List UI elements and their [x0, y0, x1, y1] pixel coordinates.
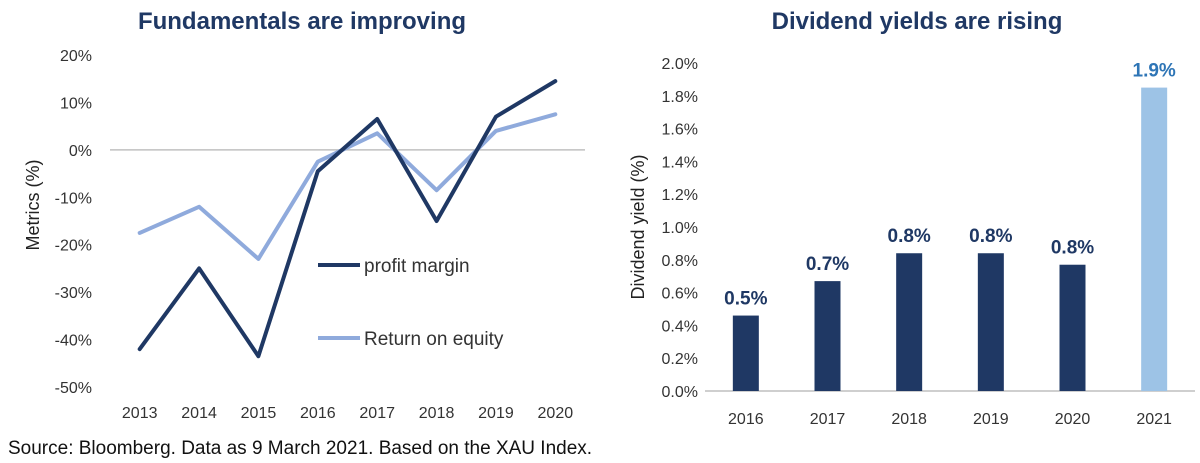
right-x-tick-label: 2017 — [810, 411, 846, 428]
right-y-tick-label: 1.8% — [662, 89, 698, 106]
dividend-yield-chart: Dividend yields are rising Dividend yiel… — [628, 8, 1195, 428]
left-x-tick-label: 2019 — [478, 405, 514, 422]
right-x-tick-label: 2019 — [973, 411, 1009, 428]
right-y-tick-label: 2.0% — [662, 56, 698, 73]
bar-2016 — [732, 315, 759, 391]
bar-data-label-2020: 0.8% — [1051, 238, 1094, 259]
left-y-tick-label: 10% — [60, 95, 92, 112]
left-y-tick-label: -40% — [55, 333, 92, 350]
left-chart-title: Fundamentals are improving — [138, 8, 466, 35]
series-line-profit-margin — [137, 79, 558, 359]
right-y-tick-label: 1.0% — [662, 220, 698, 237]
left-y-tick-label: -20% — [55, 238, 92, 255]
left-x-tick-label: 2018 — [419, 405, 455, 422]
bar-data-label-2018: 0.8% — [888, 226, 931, 247]
right-y-tick-label: 0.0% — [662, 384, 698, 401]
left-x-tick-label: 2015 — [241, 405, 277, 422]
right-y-tick-label: 1.6% — [662, 122, 698, 139]
left-x-tick-label: 2017 — [359, 405, 395, 422]
legend-label-1: Return on equity — [364, 329, 504, 350]
bar-2017 — [814, 281, 841, 391]
left-y-axis-label: Metrics (%) — [23, 160, 43, 251]
left-y-tick-label: -30% — [55, 285, 92, 302]
series-line-return-on-equity — [137, 112, 558, 261]
right-y-tick-label: 0.6% — [662, 286, 698, 303]
left-y-tick-label: -10% — [55, 190, 92, 207]
left-y-tick-label: 20% — [60, 48, 92, 65]
right-chart-title: Dividend yields are rising — [772, 8, 1063, 35]
left-y-tick-label: -50% — [55, 380, 92, 397]
bar-2020 — [1059, 264, 1086, 391]
right-x-tick-label: 2018 — [891, 411, 927, 428]
right-y-tick-label: 0.2% — [662, 351, 698, 368]
right-x-tick-label: 2021 — [1136, 411, 1172, 428]
right-x-tick-label: 2016 — [728, 411, 764, 428]
bar-data-label-2019: 0.8% — [969, 226, 1012, 247]
bar-data-label-2016: 0.5% — [724, 289, 767, 310]
bar-2018 — [896, 253, 923, 391]
left-x-tick-label: 2020 — [538, 405, 574, 422]
right-y-axis-label: Dividend yield (%) — [628, 154, 648, 299]
fundamentals-chart: Fundamentals are improving Metrics (%) 2… — [23, 8, 585, 422]
bar-2019 — [977, 253, 1004, 391]
left-x-tick-label: 2013 — [122, 405, 158, 422]
bar-data-label-2021: 1.9% — [1133, 61, 1176, 82]
bar-2021 — [1141, 87, 1168, 391]
left-x-tick-label: 2016 — [300, 405, 336, 422]
right-y-tick-label: 0.8% — [662, 253, 698, 270]
right-y-tick-label: 1.4% — [662, 154, 698, 171]
source-note: Source: Bloomberg. Data as 9 March 2021.… — [8, 438, 593, 459]
right-y-tick-label: 1.2% — [662, 187, 698, 204]
left-x-tick-label: 2014 — [181, 405, 217, 422]
bar-data-label-2017: 0.7% — [806, 254, 849, 275]
right-y-tick-label: 0.4% — [662, 318, 698, 335]
legend-label-0: profit margin — [364, 256, 470, 277]
right-x-tick-label: 2020 — [1055, 411, 1091, 428]
left-y-tick-label: 0% — [69, 143, 92, 160]
